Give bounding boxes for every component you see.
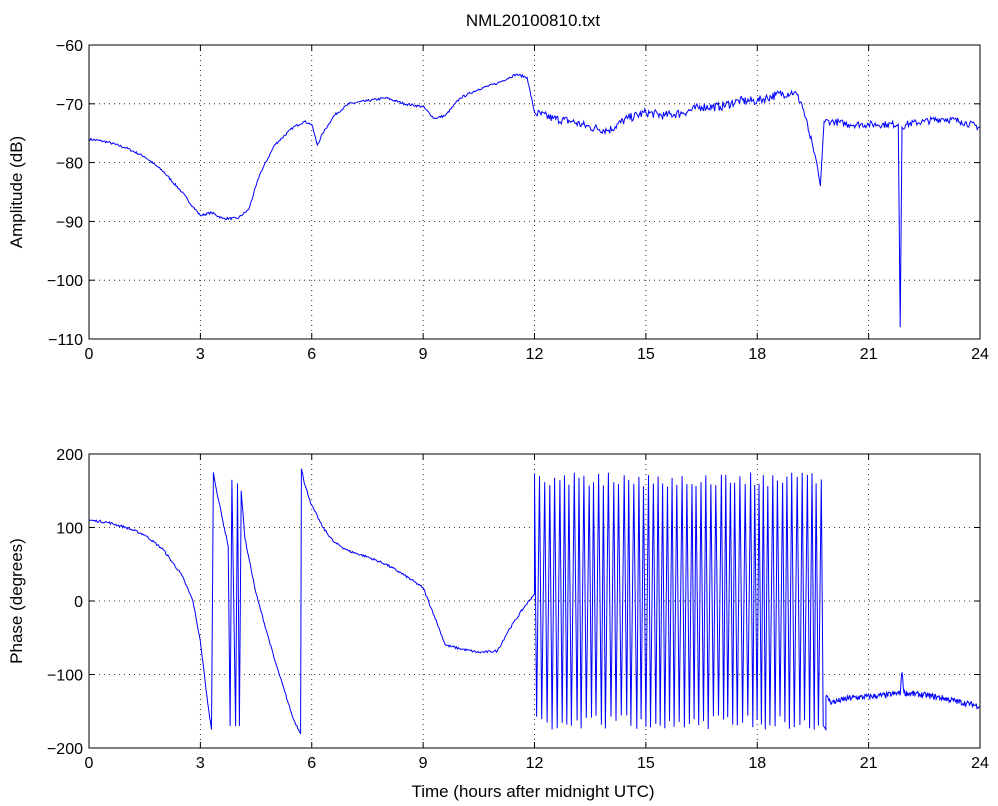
- y-tick-label: −60: [56, 38, 83, 55]
- amplitude-series-line: [88, 73, 981, 328]
- axes-frame: [88, 44, 981, 340]
- y-tick-label: −110: [48, 332, 83, 349]
- x-tick-label: 12: [526, 346, 544, 363]
- x-tick-label: 3: [196, 755, 205, 772]
- y-tick-label: 100: [56, 521, 83, 538]
- y-tick-label: −80: [56, 156, 83, 173]
- x-tick-label: 6: [307, 755, 316, 772]
- x-tick-label: 3: [196, 346, 205, 363]
- y-tick-label: −90: [56, 214, 83, 231]
- y-tick-label: 0: [74, 594, 83, 611]
- x-tick-label: 18: [748, 346, 766, 363]
- x-tick-label: 6: [307, 346, 316, 363]
- y-tick-label: −70: [56, 97, 83, 114]
- y-tick-label: −100: [47, 668, 83, 685]
- x-tick-label: 12: [526, 755, 544, 772]
- x-tick-label: 18: [748, 755, 766, 772]
- x-tick-label: 9: [419, 755, 428, 772]
- phase-y-axis-title: Phase (degrees): [7, 538, 26, 664]
- x-tick-label: 0: [85, 755, 94, 772]
- y-tick-label: −100: [47, 273, 83, 290]
- x-tick-label: 0: [85, 346, 94, 363]
- x-tick-label: 21: [860, 346, 878, 363]
- amplitude-axes: 0 3 6 9 12 15 18 21 24 −110 −100 −90 −80 −70 −60 Amplit…: [7, 38, 989, 363]
- y-tick-label: −200: [47, 741, 83, 758]
- x-tick-label: 15: [637, 755, 655, 772]
- y-tick-label: 200: [56, 447, 83, 464]
- x-tick-label: 24: [971, 346, 989, 363]
- x-axis-title: Time (hours after midnight UTC): [411, 782, 654, 801]
- amplitude-y-axis-title: Amplitude (dB): [7, 136, 26, 248]
- x-tick-label: 24: [971, 755, 989, 772]
- figure-title: NML20100810.txt: [466, 11, 600, 30]
- x-tick-label: 9: [419, 346, 428, 363]
- x-tick-label: 15: [637, 346, 655, 363]
- phase-axes: 0 3 6 9 12 15 18 21 24 −200 −100 0 100 200 Phase (degr…: [7, 447, 989, 772]
- phase-series-line: [88, 468, 981, 735]
- x-tick-label: 21: [860, 755, 878, 772]
